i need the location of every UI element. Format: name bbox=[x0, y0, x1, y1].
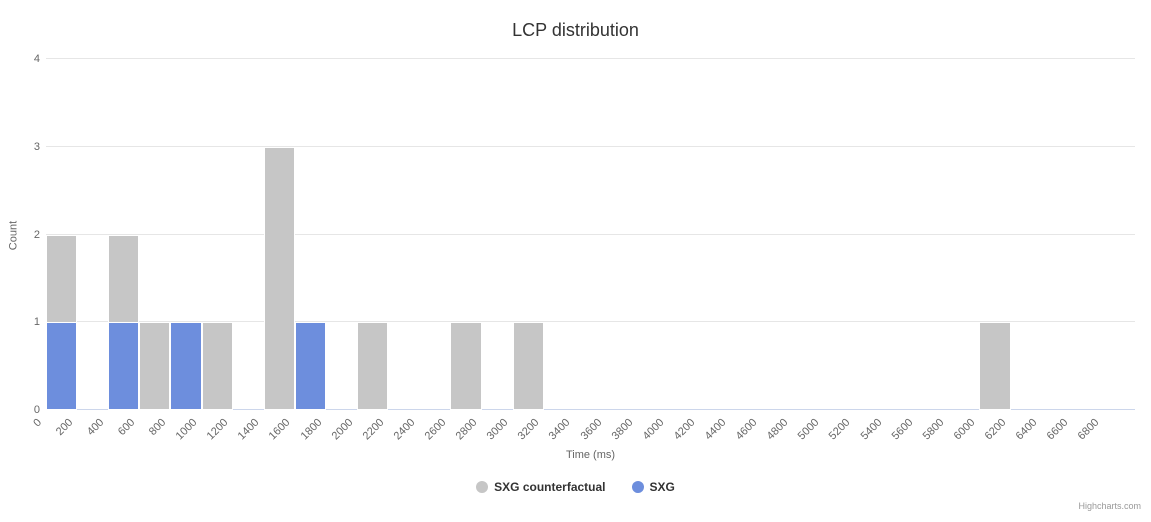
x-axis-tick-label: 3400 bbox=[547, 416, 573, 443]
x-axis-tick-label: 6200 bbox=[982, 416, 1009, 443]
gridline bbox=[46, 145, 1135, 147]
legend: SXG counterfactual SXG bbox=[0, 480, 1151, 494]
x-axis-tick-label: 600 bbox=[115, 416, 138, 438]
bar-sxg-counterfactual[interactable] bbox=[450, 322, 482, 410]
bar-sxg-counterfactual[interactable] bbox=[512, 322, 544, 410]
x-axis-tick-label: 3000 bbox=[484, 416, 511, 443]
bar-sxg[interactable] bbox=[294, 322, 327, 410]
gridline bbox=[46, 321, 1135, 323]
plot-area: 0 1 2 3 4 0 200 400 600 800 1000 1200 1400 1600 1800 20… bbox=[31, 53, 1135, 442]
x-axis-tick-label: 1800 bbox=[298, 416, 325, 443]
x-axis-tick-label: 3800 bbox=[609, 416, 636, 443]
x-axis-tick-label: 4600 bbox=[733, 416, 760, 443]
x-axis-tick-label: 6800 bbox=[1076, 416, 1102, 443]
x-axis-title: Time (ms) bbox=[565, 449, 616, 461]
x-axis-tick-label: 1400 bbox=[235, 416, 262, 443]
x-axis-tick-label: 4400 bbox=[702, 416, 729, 443]
x-axis-tick-label: 2800 bbox=[453, 416, 480, 443]
bar-sxg-counterfactual[interactable] bbox=[263, 146, 295, 410]
highcharts-credits-link[interactable]: Highcharts.com bbox=[1078, 501, 1141, 511]
legend-item-sxg[interactable]: SXG bbox=[631, 480, 675, 494]
x-axis-tick-label: 5400 bbox=[858, 416, 885, 443]
legend-item-label: SXG bbox=[649, 480, 675, 494]
x-axis-tick-label: 4800 bbox=[764, 416, 791, 443]
y-axis-tick-label: 1 bbox=[33, 316, 40, 329]
x-axis-tick-label: 6000 bbox=[951, 416, 978, 443]
y-axis-tick-label: 2 bbox=[33, 228, 40, 241]
gridline bbox=[46, 58, 1135, 59]
bar-sxg-counterfactual[interactable] bbox=[979, 322, 1011, 410]
y-axis-tick-label: 0 bbox=[33, 404, 40, 416]
x-axis-tick-label: 6400 bbox=[1013, 416, 1040, 443]
x-axis-tick-label: 2200 bbox=[360, 416, 387, 443]
x-axis-tick-label: 3600 bbox=[578, 416, 605, 443]
x-axis-tick-label: 200 bbox=[53, 416, 76, 438]
bar-sxg[interactable] bbox=[108, 322, 140, 410]
y-axis-tick-label: 3 bbox=[33, 140, 40, 153]
bar-sxg-counterfactual[interactable] bbox=[357, 322, 389, 410]
chart-title: LCP distribution bbox=[512, 20, 639, 40]
legend-item-sxg-counterfactual[interactable]: SXG counterfactual bbox=[476, 480, 606, 494]
x-axis-tick-label: 1200 bbox=[204, 416, 231, 443]
x-axis-tick-label: 4000 bbox=[640, 416, 667, 443]
legend-marker-icon bbox=[631, 481, 644, 493]
bar-sxg[interactable] bbox=[170, 322, 202, 410]
bar-sxg-counterfactual[interactable] bbox=[201, 322, 233, 410]
x-axis-tick-label: 5600 bbox=[889, 416, 916, 443]
x-axis-tick-label: 4200 bbox=[671, 416, 698, 443]
x-axis-tick-label: 2600 bbox=[422, 416, 449, 443]
legend-marker-icon bbox=[476, 481, 489, 493]
bar-sxg-counterfactual[interactable] bbox=[139, 322, 171, 410]
x-axis-tick-label: 3200 bbox=[516, 416, 542, 443]
x-axis-tick-label: 5000 bbox=[796, 416, 822, 443]
x-axis-tick-label: 5800 bbox=[920, 416, 947, 443]
x-axis-tick-label: 2000 bbox=[329, 416, 356, 443]
x-axis-tick-label: 5200 bbox=[827, 416, 853, 443]
gridline bbox=[46, 233, 1135, 235]
x-axis-tick-label: 400 bbox=[84, 416, 107, 438]
x-axis-tick-label: 6600 bbox=[1044, 416, 1071, 443]
x-axis-line bbox=[46, 409, 1135, 410]
x-axis-tick-label: 2400 bbox=[391, 416, 418, 443]
bar-sxg[interactable] bbox=[46, 322, 78, 410]
x-axis-tick-label: 0 bbox=[31, 416, 44, 430]
legend-item-label: SXG counterfactual bbox=[494, 480, 606, 494]
x-axis-tick-label: 1600 bbox=[267, 416, 293, 443]
y-axis-tick-label: 4 bbox=[33, 53, 40, 65]
x-axis-tick-label: 800 bbox=[146, 416, 169, 438]
x-axis-tick-label: 1000 bbox=[173, 416, 200, 443]
